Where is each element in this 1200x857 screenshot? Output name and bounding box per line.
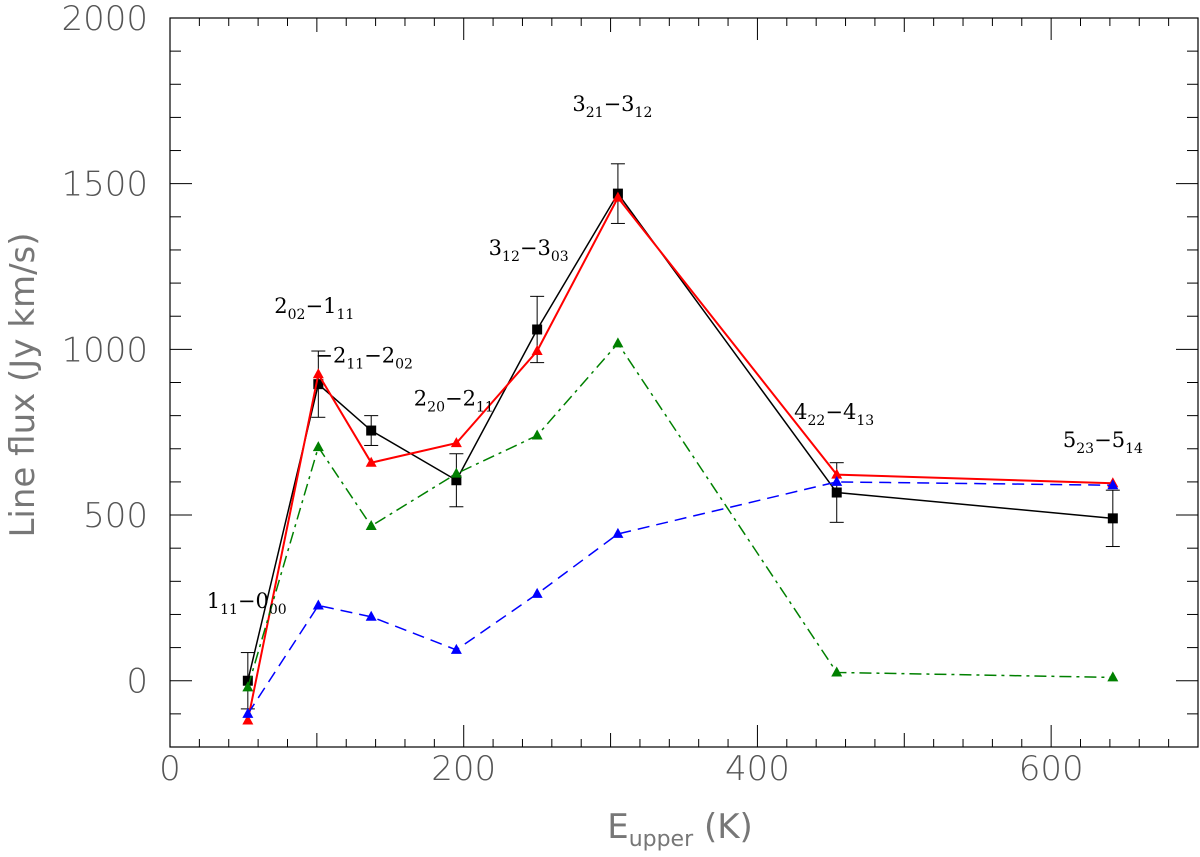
series-total-model — [242, 191, 1119, 725]
data-point — [531, 587, 543, 598]
series-observed — [240, 163, 1120, 710]
series-line — [247, 342, 1113, 688]
data-point — [532, 324, 543, 335]
transition-label: 202−111 — [274, 294, 354, 323]
y-axis-title: Line flux (Jy km/s) — [3, 232, 43, 537]
data-point — [831, 487, 842, 498]
y-tick-label: 2000 — [61, 0, 148, 39]
data-point — [366, 425, 377, 436]
transition-label: 523−514 — [1063, 428, 1143, 457]
data-point — [312, 368, 324, 379]
transition-label: 312−303 — [489, 236, 569, 265]
series-line — [247, 192, 1113, 681]
x-tick-label: 600 — [1019, 749, 1084, 789]
series-component-2 — [242, 475, 1119, 718]
data-point — [365, 519, 377, 530]
data-point — [612, 191, 624, 202]
y-tick-label: 0 — [126, 662, 148, 702]
data-point — [242, 714, 254, 725]
y-tick-label: 1500 — [61, 165, 148, 205]
series-layer — [240, 163, 1120, 725]
data-point — [531, 429, 543, 440]
data-point — [365, 610, 377, 621]
data-point — [831, 666, 843, 677]
transition-label: 422−413 — [794, 400, 874, 429]
y-tick-label: 500 — [83, 496, 148, 536]
data-point — [450, 643, 462, 654]
data-point — [451, 475, 462, 486]
transition-label: −211−202 — [315, 344, 413, 373]
data-point — [450, 437, 462, 448]
data-point — [450, 467, 462, 478]
x-tick-label: 0 — [159, 749, 181, 789]
data-point — [242, 681, 254, 692]
series-component-1 — [242, 337, 1119, 692]
data-point — [1107, 479, 1119, 490]
transition-label: 111−000 — [207, 589, 287, 618]
x-tick-label: 200 — [431, 749, 496, 789]
series-line — [246, 195, 1113, 721]
data-point — [1107, 513, 1118, 524]
data-point — [612, 337, 624, 348]
data-point — [831, 468, 843, 479]
data-point — [312, 599, 324, 610]
y-tick-label: 1000 — [61, 330, 148, 370]
series-line — [247, 481, 1113, 715]
data-point — [312, 441, 324, 452]
data-point — [531, 345, 543, 356]
transition-label: 220−211 — [414, 387, 494, 416]
transition-label: 321−312 — [572, 92, 652, 121]
x-tick-label: 400 — [725, 749, 790, 789]
data-point — [612, 527, 624, 538]
axes: 0 200 400 600 0 500 1000 1500 2000 — [61, 0, 1199, 789]
data-point — [242, 675, 253, 686]
data-point — [831, 475, 843, 486]
data-point — [1107, 671, 1119, 682]
data-point — [242, 707, 254, 718]
data-point — [313, 379, 324, 390]
data-point — [365, 456, 377, 467]
x-axis-title: Eupper (K) — [607, 807, 753, 852]
